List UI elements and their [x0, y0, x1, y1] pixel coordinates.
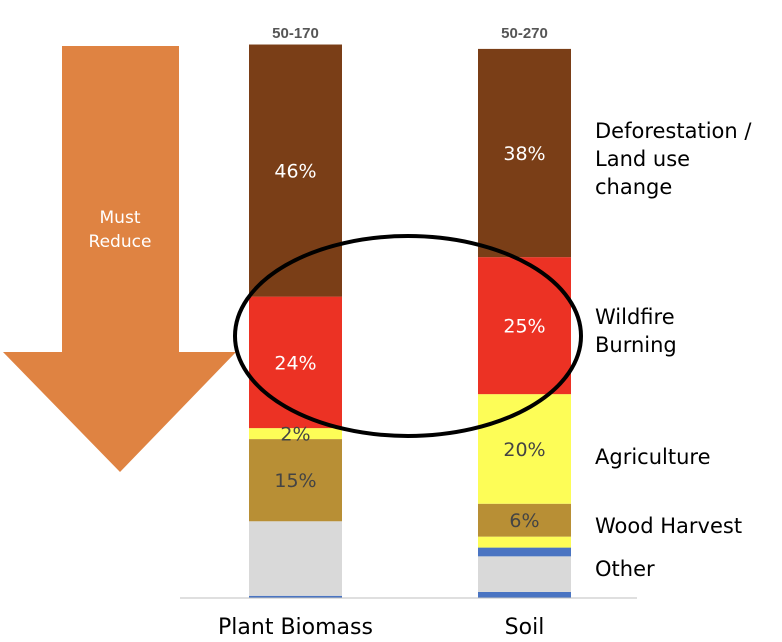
data-label-plant-biomass-deforestation-land-use-change: 46% [274, 161, 316, 183]
highlight-ellipse [233, 234, 583, 438]
must-reduce-line-1: Must [100, 208, 141, 228]
must-reduce-line-2: Reduce [89, 232, 152, 252]
bar-soil-other-part-2 [478, 556, 571, 592]
data-label-soil-agriculture: 20% [503, 439, 545, 461]
data-label-plant-biomass-wood-harvest: 15% [274, 470, 316, 492]
category-label-soil: Soil [505, 615, 545, 640]
bar-plant-biomass-deforestation-land-use-change [249, 44, 342, 297]
data-label-plant-biomass-agriculture: 2% [280, 424, 310, 446]
total-label-soil: 50-270 [501, 25, 548, 42]
data-label-soil-deforestation-land-use-change: 38% [503, 143, 545, 165]
category-label-plant-biomass: Plant Biomass [218, 615, 373, 640]
bar-soil-deforestation-land-use-change [478, 48, 571, 258]
bar-soil-wood-harvest [478, 503, 571, 537]
bar-plant-biomass-wood-harvest [249, 439, 342, 522]
percent-labels: 15% 2% 24% 46% 6% 20% 25% 38% [274, 143, 545, 532]
bar-group [249, 44, 571, 598]
bar-soil-wildfire-burning [478, 257, 571, 395]
total-label-plant-biomass: 50-170 [272, 25, 319, 42]
bar-soil-other-part-3 [478, 547, 571, 557]
legend: Deforestation / Land use change Wildfire Bur… [595, 119, 752, 581]
must-reduce-arrow [3, 46, 236, 472]
bar-soil-other-part-4 [478, 536, 571, 548]
legend-entry-other: Other [595, 557, 655, 581]
bar-plant-biomass-other-part-1 [249, 595, 342, 598]
total-labels: 50-170 50-270 [272, 25, 548, 42]
bar-plant-biomass-wildfire-burning [249, 296, 342, 429]
data-label-plant-biomass-wildfire-burning: 24% [274, 352, 316, 374]
bar-plant-biomass-other-part-2 [249, 521, 342, 596]
data-label-soil-wildfire-burning: 25% [503, 316, 545, 338]
legend-entry-wood-harvest: Wood Harvest [595, 514, 742, 538]
legend-entry-agriculture: Agriculture [595, 445, 711, 469]
data-label-soil-wood-harvest: 6% [509, 510, 539, 532]
bar-plant-biomass-agriculture [249, 428, 342, 440]
bar-soil-other-part-1 [478, 591, 571, 598]
category-labels: Plant Biomass Soil [218, 615, 544, 640]
legend-entry-deforestation-land-use-change: Deforestation / Land use change [595, 119, 752, 199]
bar-soil-agriculture [478, 394, 571, 504]
legend-entry-wildfire-burning: Wildfire Burning [595, 305, 677, 357]
